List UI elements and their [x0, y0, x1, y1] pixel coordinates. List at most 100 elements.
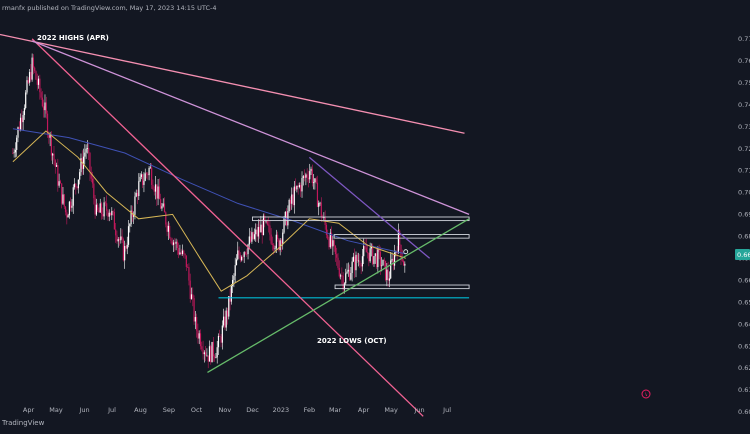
candle-body	[13, 152, 15, 154]
candle-body	[61, 183, 63, 204]
candle-body	[147, 174, 149, 176]
candle-body	[243, 252, 245, 257]
candle-body	[77, 179, 79, 189]
candle-body	[386, 269, 388, 281]
candle-body	[332, 240, 334, 247]
candle-body	[184, 253, 186, 256]
candle-body	[80, 158, 82, 173]
candle-body	[364, 246, 366, 248]
candle-body	[95, 204, 97, 215]
candle-body	[48, 134, 50, 138]
candle-body	[192, 294, 194, 299]
candle-body	[62, 194, 64, 204]
x-tick-label: May	[384, 406, 398, 414]
candle-body	[347, 269, 349, 272]
candle-body	[86, 148, 88, 149]
candle-body	[337, 257, 339, 268]
x-tick-label: 2023	[273, 406, 290, 414]
candle-body	[311, 168, 313, 183]
candle-body	[329, 232, 331, 248]
candle-body	[205, 352, 207, 356]
candle-body	[381, 265, 383, 267]
candle-body	[169, 225, 171, 239]
candle-body	[234, 265, 236, 276]
candle-body	[387, 269, 389, 281]
x-tick-label: Nov	[219, 406, 232, 414]
candle-body	[259, 227, 261, 233]
candle-body	[302, 176, 304, 179]
candle-body	[360, 265, 362, 267]
candle-body	[21, 117, 23, 123]
candle-body	[126, 244, 128, 249]
candle-body	[84, 152, 86, 157]
candle-body	[233, 275, 235, 281]
candle-body	[35, 71, 37, 80]
x-tick-label: Jul	[442, 406, 451, 414]
candle-body	[260, 224, 262, 233]
candle-body	[178, 248, 180, 255]
price-tag-label: 0.66	[737, 251, 750, 259]
candle-body	[197, 330, 199, 339]
price-tag: 0.66	[735, 249, 750, 260]
candle-body	[318, 203, 320, 207]
candle-body	[18, 127, 20, 130]
candle-body	[104, 202, 106, 204]
candle-body	[303, 176, 306, 178]
candle-body	[116, 235, 118, 242]
candle-body	[129, 224, 131, 227]
candle-body	[189, 280, 191, 299]
candle-body	[228, 296, 230, 317]
y-tick-label: 0.720	[738, 145, 750, 153]
candle-body	[176, 241, 178, 249]
candle-body	[85, 148, 87, 153]
candle-body	[305, 174, 307, 178]
candle-body	[404, 263, 406, 266]
candle-body	[215, 357, 217, 359]
candle-body	[382, 259, 384, 266]
candle-body	[206, 355, 208, 357]
candle-body	[32, 57, 35, 68]
alert-marker[interactable]	[641, 389, 651, 399]
candle-body	[232, 280, 234, 286]
candle-body	[97, 204, 99, 211]
candle-body	[55, 165, 58, 167]
candle-body	[26, 80, 28, 93]
candle-body	[283, 218, 285, 233]
candle-body	[31, 57, 33, 80]
candle-body	[57, 165, 59, 186]
candle-body	[388, 278, 391, 281]
trendline-purple	[308, 156, 431, 259]
candle-body	[68, 201, 71, 216]
candle-body	[72, 187, 74, 206]
candle-body	[297, 185, 299, 188]
candle-body	[198, 333, 200, 339]
x-tick-label: Dec	[246, 406, 259, 414]
candle-body	[157, 186, 159, 199]
candle-body	[208, 346, 211, 362]
candles-layer	[12, 53, 406, 369]
x-tick-label: Jun	[78, 406, 89, 414]
candle-body	[350, 273, 352, 280]
candle-body	[287, 210, 289, 226]
candle-body	[130, 210, 132, 225]
candle-body	[102, 213, 104, 217]
alert-marker-ring[interactable]	[641, 389, 651, 399]
x-tick-label: Mar	[329, 406, 342, 414]
candle-body	[252, 232, 254, 239]
candle-body	[64, 206, 67, 213]
candle-body	[196, 317, 198, 331]
candle-body	[247, 244, 249, 255]
candle-body	[282, 232, 284, 244]
candle-body	[41, 97, 44, 107]
candle-body	[120, 236, 122, 241]
candle-body	[357, 260, 360, 262]
candle-body	[320, 202, 322, 218]
candle-body	[244, 252, 247, 254]
candle-body	[400, 244, 402, 258]
candle-body	[145, 173, 148, 175]
candle-body	[310, 168, 312, 172]
candle-body	[165, 212, 167, 225]
candle-body	[112, 211, 114, 213]
candle-body	[291, 194, 293, 204]
